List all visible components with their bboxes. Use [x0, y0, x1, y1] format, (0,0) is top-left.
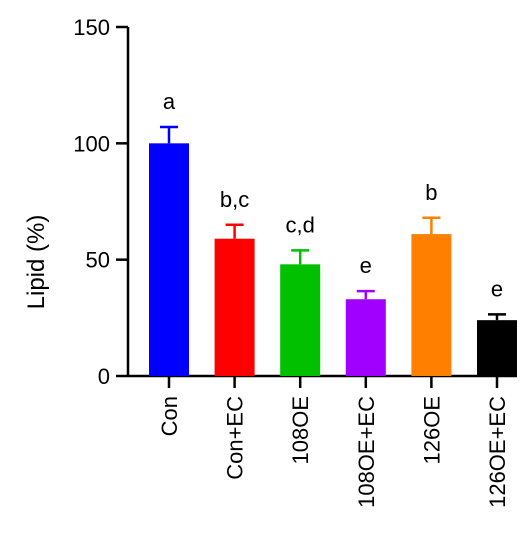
bar-108oe	[280, 264, 321, 376]
error-bars	[160, 125, 506, 321]
x-tick-label: Con+EC	[223, 396, 248, 480]
significance-label: c,d	[286, 212, 315, 237]
bar-con	[149, 143, 189, 376]
x-tick-label: 126OE	[419, 396, 444, 465]
x-tick-label: 108OE	[288, 396, 313, 465]
x-tick-label: 126OE+EC	[485, 396, 510, 508]
bars	[149, 143, 517, 376]
significance-label: a	[163, 89, 176, 114]
bar-126oe-plus-ec	[477, 320, 517, 376]
x-tick-label: 108OE+EC	[354, 396, 379, 508]
significance-label: e	[491, 276, 503, 301]
y-tick-label: 150	[73, 15, 110, 40]
y-axis: 0 50 100 150	[73, 15, 130, 389]
y-axis-title: Lipid (%)	[23, 215, 50, 310]
x-axis: Con Con+EC 108OE 108OE+EC 126OE 126OE+EC	[128, 374, 517, 508]
y-tick-label: 50	[86, 248, 110, 273]
bar-con-plus-ec	[214, 238, 255, 376]
significance-label: e	[360, 253, 372, 278]
significance-label: b,c	[220, 187, 249, 212]
bar-126oe	[411, 234, 452, 376]
y-tick-label: 0	[98, 364, 110, 389]
bar-108oe-plus-ec	[345, 299, 386, 376]
y-tick-label: 100	[73, 131, 110, 156]
significance-label: b	[425, 180, 437, 205]
x-tick-label: Con	[157, 396, 182, 436]
significance-labels: a b,c c,d e b e	[163, 89, 503, 301]
